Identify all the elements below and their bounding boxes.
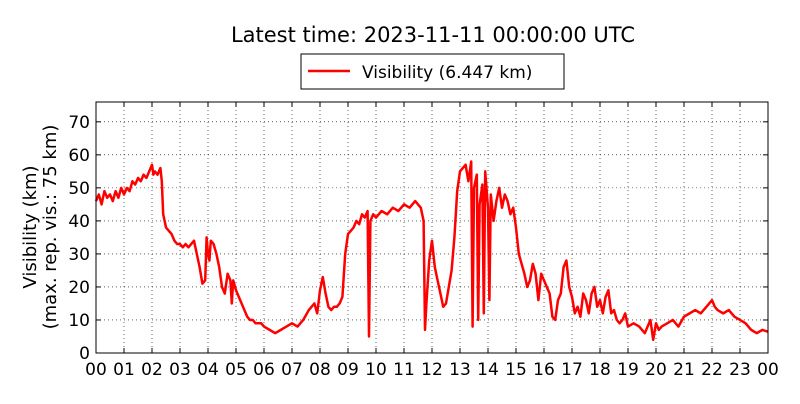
x-tick-label: 14 xyxy=(477,360,499,380)
x-tick-label: 16 xyxy=(533,360,555,380)
x-tick-label: 23 xyxy=(729,360,751,380)
y-tick-label: 60 xyxy=(68,146,90,166)
x-tick-label: 02 xyxy=(141,360,163,380)
x-tick-label: 20 xyxy=(645,360,667,380)
x-tick-label: 07 xyxy=(281,360,303,380)
series-line-visibility xyxy=(94,160,769,342)
x-tick-label: 12 xyxy=(421,360,443,380)
x-tick-label: 04 xyxy=(197,360,219,380)
y-tick-label: 70 xyxy=(68,113,90,133)
ticks: 00 01 02 03 04 05 06 07 08 09 10 11 12 13 14 15 16 17 18 19… xyxy=(68,102,779,380)
x-tick-label: 15 xyxy=(505,360,527,380)
legend-label: Visibility (6.447 km) xyxy=(362,63,532,83)
x-tick-label: 00 xyxy=(85,360,107,380)
x-tick-label: 17 xyxy=(561,360,583,380)
x-tick-label: 03 xyxy=(169,360,191,380)
y-tick-label: 30 xyxy=(68,245,90,265)
x-tick-label: 08 xyxy=(309,360,331,380)
y-axis-label-secondary: (max. rep. vis.: 75 km) xyxy=(40,125,61,330)
plot-frame xyxy=(95,101,769,354)
x-tick-label: 10 xyxy=(365,360,387,380)
x-tick-label: 18 xyxy=(589,360,611,380)
legend: Visibility (6.447 km) xyxy=(300,53,565,90)
y-axis-label: Visibility (km) xyxy=(20,165,41,288)
x-tick-label: 22 xyxy=(701,360,723,380)
x-tick-label: 09 xyxy=(337,360,359,380)
series-layer xyxy=(94,160,769,342)
x-tick-label: 11 xyxy=(393,360,415,380)
x-tick-label: 05 xyxy=(225,360,247,380)
grid xyxy=(96,102,768,353)
x-tick-label: 01 xyxy=(113,360,135,380)
x-tick-label: 19 xyxy=(617,360,639,380)
y-tick-label: 10 xyxy=(68,311,90,331)
y-tick-label: 20 xyxy=(68,278,90,298)
x-tick-label: 21 xyxy=(673,360,695,380)
x-tick-label: 06 xyxy=(253,360,275,380)
chart-title: Latest time: 2023-11-11 00:00:00 UTC xyxy=(231,23,635,47)
y-tick-label: 50 xyxy=(68,179,90,199)
y-tick-label: 0 xyxy=(79,344,90,364)
x-tick-label: 13 xyxy=(449,360,471,380)
x-tick-label: 00 xyxy=(757,360,779,380)
y-tick-label: 40 xyxy=(68,212,90,232)
